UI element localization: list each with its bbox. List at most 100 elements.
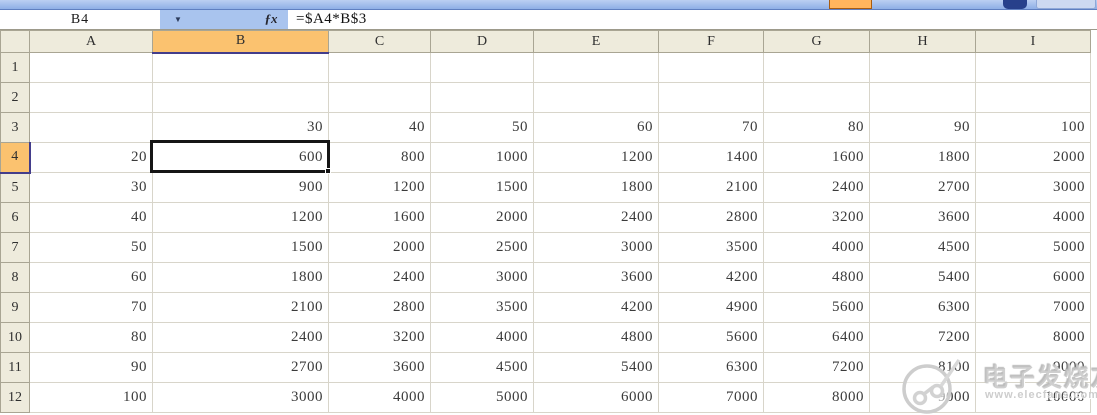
cell-G11[interactable]: 7200 — [763, 352, 870, 383]
cell-G5[interactable]: 2400 — [763, 172, 870, 203]
cell-H5[interactable]: 2700 — [869, 172, 976, 203]
cell-C5[interactable]: 1200 — [328, 172, 431, 203]
cell-F5[interactable]: 2100 — [658, 172, 764, 203]
cell-F2[interactable] — [658, 82, 764, 113]
cell-A5[interactable]: 30 — [29, 172, 153, 203]
cell-D6[interactable]: 2000 — [430, 202, 534, 233]
help-icon[interactable] — [1003, 0, 1027, 9]
cell-D1[interactable] — [430, 52, 534, 83]
cell-H6[interactable]: 3600 — [869, 202, 976, 233]
column-header-H[interactable]: H — [869, 30, 976, 53]
cell-C11[interactable]: 3600 — [328, 352, 431, 383]
column-header-D[interactable]: D — [430, 30, 534, 53]
cell-E7[interactable]: 3000 — [533, 232, 659, 263]
row-header-10[interactable]: 10 — [0, 322, 30, 353]
cell-F3[interactable]: 70 — [658, 112, 764, 143]
row-header-11[interactable]: 11 — [0, 352, 30, 383]
cell-I7[interactable]: 5000 — [975, 232, 1091, 263]
cell-A4[interactable]: 20 — [29, 142, 153, 173]
cell-A2[interactable] — [29, 82, 153, 113]
cell-G8[interactable]: 4800 — [763, 262, 870, 293]
cell-D12[interactable]: 5000 — [430, 382, 534, 413]
cell-B3[interactable]: 30 — [152, 112, 329, 143]
row-header-7[interactable]: 7 — [0, 232, 30, 263]
cell-E5[interactable]: 1800 — [533, 172, 659, 203]
cell-B1[interactable] — [152, 52, 329, 83]
cell-A7[interactable]: 50 — [29, 232, 153, 263]
row-header-1[interactable]: 1 — [0, 52, 30, 83]
cell-I4[interactable]: 2000 — [975, 142, 1091, 173]
cell-C8[interactable]: 2400 — [328, 262, 431, 293]
cell-C7[interactable]: 2000 — [328, 232, 431, 263]
cell-I5[interactable]: 3000 — [975, 172, 1091, 203]
cell-H9[interactable]: 6300 — [869, 292, 976, 323]
cell-E2[interactable] — [533, 82, 659, 113]
cell-C1[interactable] — [328, 52, 431, 83]
cell-I2[interactable] — [975, 82, 1091, 113]
cell-C6[interactable]: 1600 — [328, 202, 431, 233]
column-header-G[interactable]: G — [763, 30, 870, 53]
cell-C9[interactable]: 2800 — [328, 292, 431, 323]
cell-G4[interactable]: 1600 — [763, 142, 870, 173]
cell-G6[interactable]: 3200 — [763, 202, 870, 233]
select-all-corner[interactable] — [0, 30, 30, 53]
cell-E1[interactable] — [533, 52, 659, 83]
cell-D7[interactable]: 2500 — [430, 232, 534, 263]
cell-I9[interactable]: 7000 — [975, 292, 1091, 323]
cell-B5[interactable]: 900 — [152, 172, 329, 203]
cell-I12[interactable]: 10000 — [975, 382, 1091, 413]
column-header-B[interactable]: B — [152, 30, 329, 54]
cell-F7[interactable]: 3500 — [658, 232, 764, 263]
cell-D2[interactable] — [430, 82, 534, 113]
cell-I6[interactable]: 4000 — [975, 202, 1091, 233]
cell-G2[interactable] — [763, 82, 870, 113]
cell-D8[interactable]: 3000 — [430, 262, 534, 293]
column-header-C[interactable]: C — [328, 30, 431, 53]
cell-A1[interactable] — [29, 52, 153, 83]
cell-B11[interactable]: 2700 — [152, 352, 329, 383]
cell-C12[interactable]: 4000 — [328, 382, 431, 413]
cell-I8[interactable]: 6000 — [975, 262, 1091, 293]
cell-B4[interactable]: 600 — [152, 142, 329, 173]
cell-B7[interactable]: 1500 — [152, 232, 329, 263]
cell-B2[interactable] — [152, 82, 329, 113]
cell-F11[interactable]: 6300 — [658, 352, 764, 383]
formula-input[interactable]: =$A4*B$3 — [296, 11, 367, 27]
insert-function-icon[interactable]: ƒx — [264, 11, 278, 26]
cell-I1[interactable] — [975, 52, 1091, 83]
cell-H7[interactable]: 4500 — [869, 232, 976, 263]
cell-G7[interactable]: 4000 — [763, 232, 870, 263]
cell-D4[interactable]: 1000 — [430, 142, 534, 173]
cell-D11[interactable]: 4500 — [430, 352, 534, 383]
cell-B6[interactable]: 1200 — [152, 202, 329, 233]
column-header-I[interactable]: I — [975, 30, 1091, 53]
cell-H8[interactable]: 5400 — [869, 262, 976, 293]
cell-F12[interactable]: 7000 — [658, 382, 764, 413]
cell-E3[interactable]: 60 — [533, 112, 659, 143]
cell-B9[interactable]: 2100 — [152, 292, 329, 323]
row-header-5[interactable]: 5 — [0, 172, 30, 203]
cell-H2[interactable] — [869, 82, 976, 113]
cell-F1[interactable] — [658, 52, 764, 83]
row-header-9[interactable]: 9 — [0, 292, 30, 323]
cell-D3[interactable]: 50 — [430, 112, 534, 143]
question-box[interactable] — [1036, 0, 1096, 9]
cell-D10[interactable]: 4000 — [430, 322, 534, 353]
row-header-6[interactable]: 6 — [0, 202, 30, 233]
cell-E6[interactable]: 2400 — [533, 202, 659, 233]
cell-C3[interactable]: 40 — [328, 112, 431, 143]
cell-E8[interactable]: 3600 — [533, 262, 659, 293]
cell-G9[interactable]: 5600 — [763, 292, 870, 323]
cell-G3[interactable]: 80 — [763, 112, 870, 143]
cell-D9[interactable]: 3500 — [430, 292, 534, 323]
highlighted-toolbar-button[interactable] — [829, 0, 872, 9]
cell-B10[interactable]: 2400 — [152, 322, 329, 353]
column-header-A[interactable]: A — [29, 30, 153, 53]
cell-I10[interactable]: 8000 — [975, 322, 1091, 353]
cell-F4[interactable]: 1400 — [658, 142, 764, 173]
cell-F9[interactable]: 4900 — [658, 292, 764, 323]
cell-D5[interactable]: 1500 — [430, 172, 534, 203]
cell-B8[interactable]: 1800 — [152, 262, 329, 293]
row-header-8[interactable]: 8 — [0, 262, 30, 293]
cell-E12[interactable]: 6000 — [533, 382, 659, 413]
